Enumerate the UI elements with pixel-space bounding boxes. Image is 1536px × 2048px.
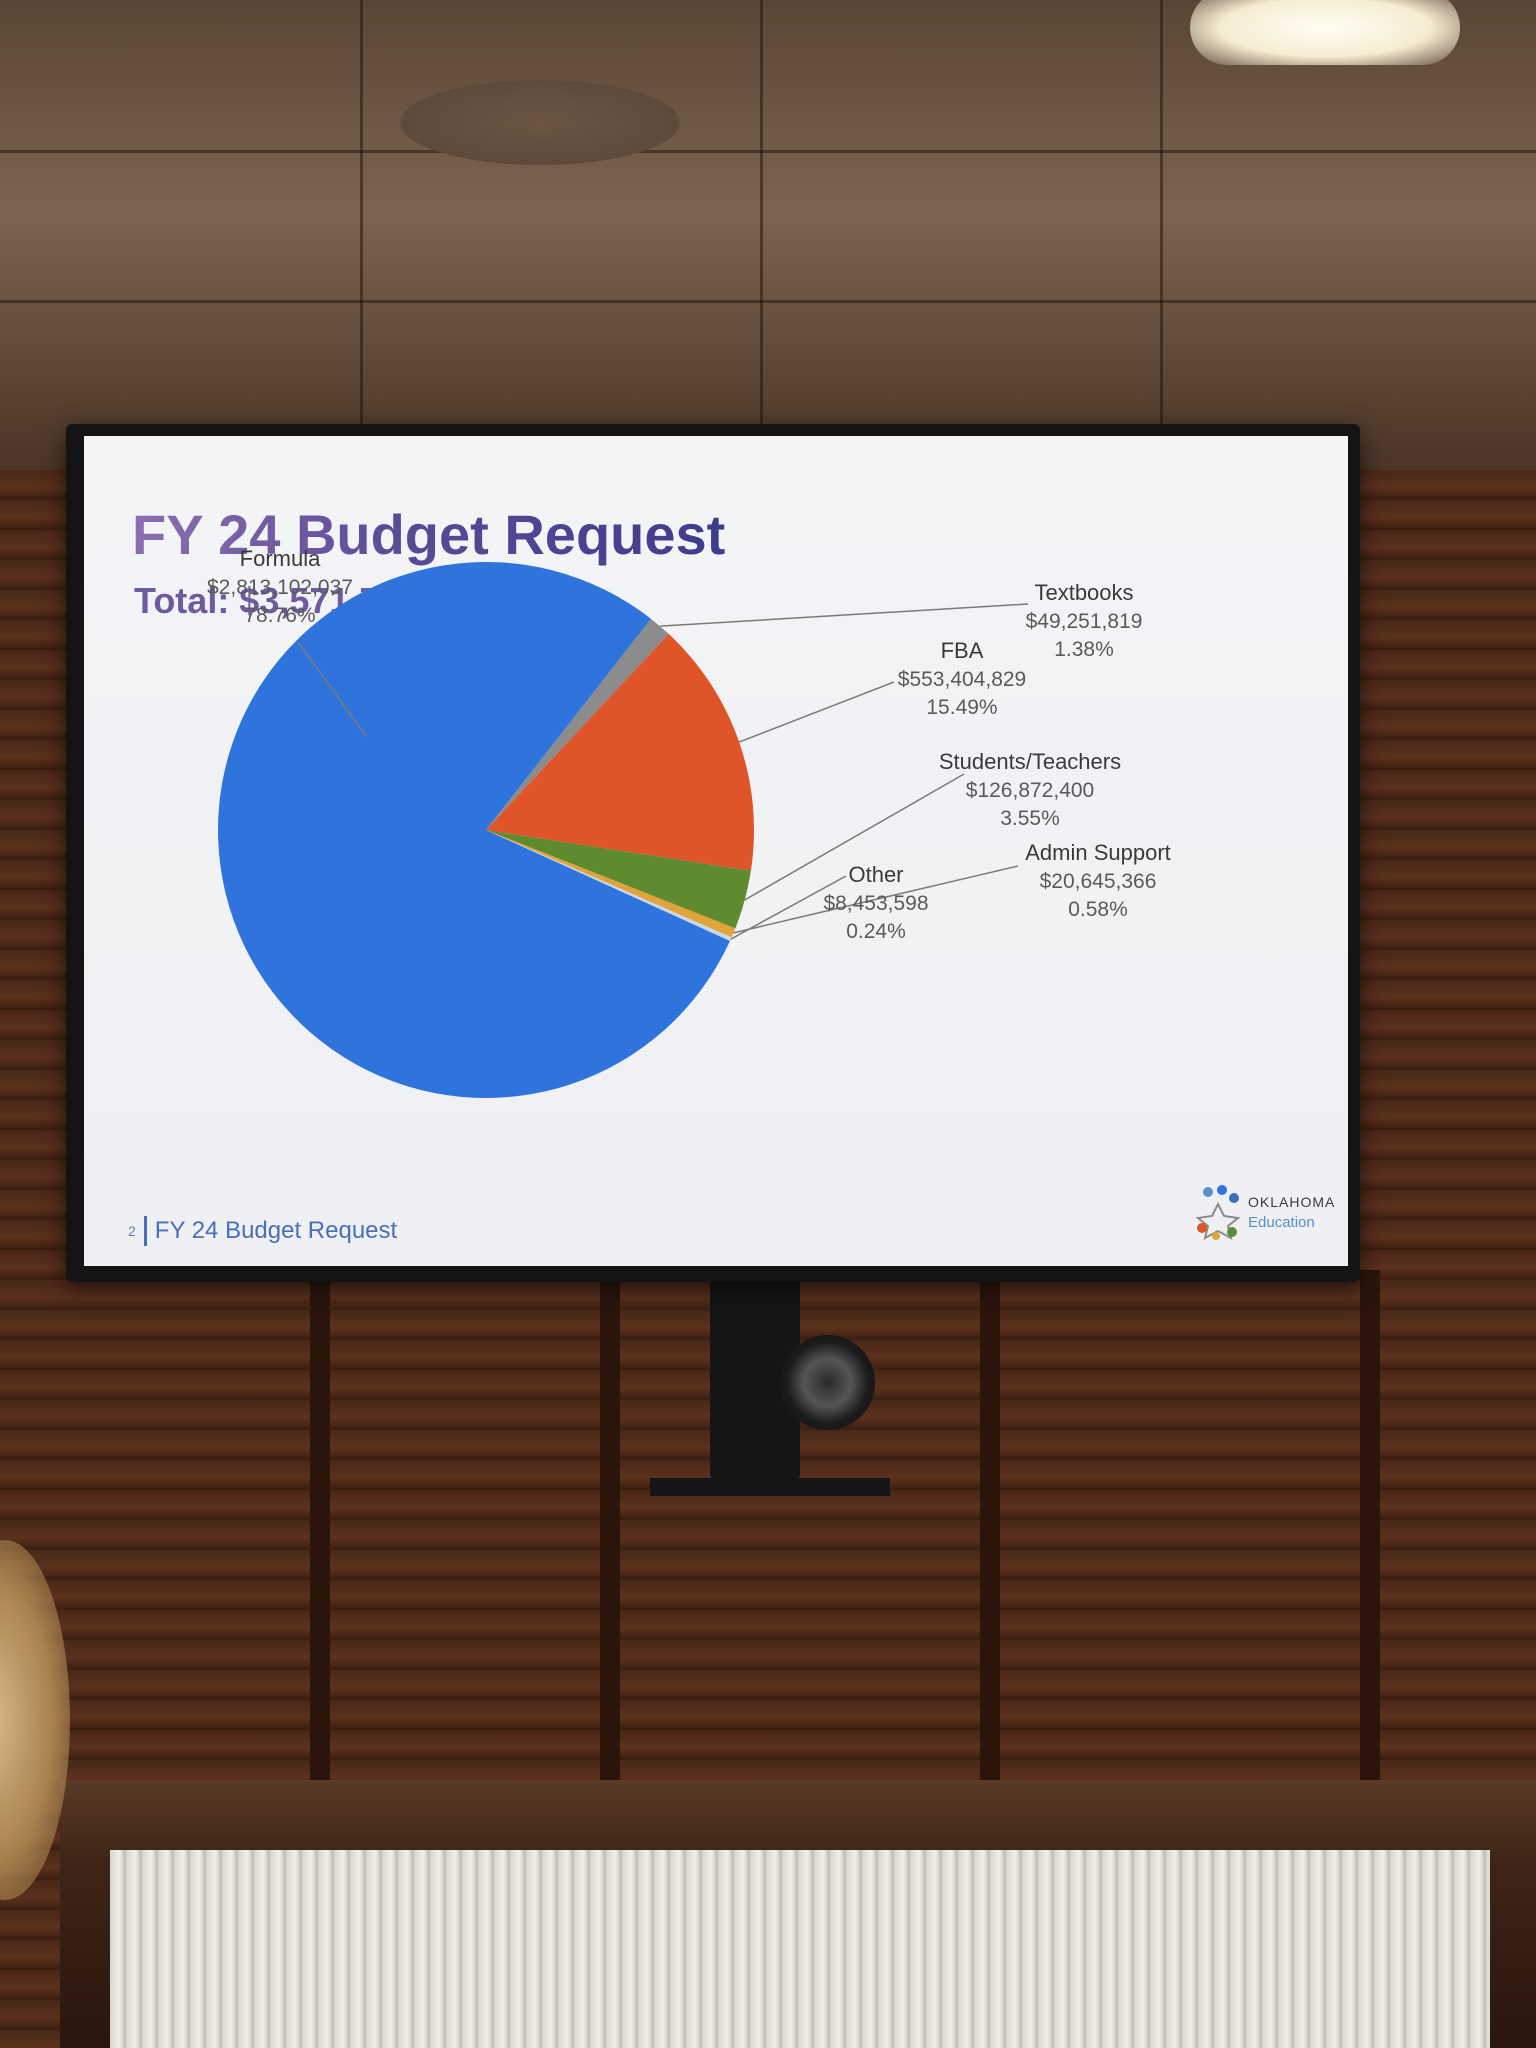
slice-label-value: $553,404,829 [898,668,1026,691]
slice-label-name: Formula [240,546,321,571]
pie-slice-textbooks [486,618,669,830]
slice-label-percent: 3.55% [1000,807,1060,830]
shutter-post [980,1270,1000,1830]
slide-page-number: 2 [128,1223,136,1239]
ceiling-tile-seam [760,0,763,470]
pie-slice-admin-support [486,830,736,938]
ceiling-tile-seam [360,0,363,470]
slice-label-value: $8,453,598 [823,892,928,915]
ceiling-speaker [400,80,680,165]
slice-label-percent: 0.58% [1068,898,1128,921]
pie-slice-fba [486,633,755,871]
pie-chart: Formula $2,813,102,037 78.76% Textbooks $49,… [207,546,1171,1098]
ceiling-light [1190,0,1460,65]
footer-title: FY 24 Budget Request [154,1217,398,1244]
slice-label-name: Other [848,862,903,887]
conference-camera [780,1335,875,1430]
pie-slice-other [486,830,732,941]
presentation-slide: FY 24 Budget Request Total: $3,571,730,0… [84,436,1348,1266]
leader-line [738,681,895,743]
leader-line [730,875,847,940]
slide-footer: 2 FY 24 Budget Request [128,1214,397,1248]
ceiling-tile-seam [0,300,1536,303]
slice-label-value: $20,645,366 [1040,870,1157,893]
leader-line [297,641,367,737]
oklahoma-education-logo: OKLAHOMA Education [1194,1184,1344,1244]
star-logo-icon [1195,1185,1241,1240]
slice-label-value: $49,251,819 [1026,610,1143,633]
slice-label-name: FBA [941,638,984,663]
ceiling-tile-seam [0,150,1536,153]
leader-line [733,865,1019,934]
slice-label-name: Students/Teachers [939,749,1121,774]
pie-slices [217,562,755,1098]
slice-label-percent: 15.49% [926,696,997,719]
leader-lines [297,603,1029,940]
slice-label-name: Textbooks [1034,580,1133,605]
leader-line [659,603,1029,627]
shutter-post [310,1270,330,1830]
pie-slice-formula [217,562,730,1098]
slice-label-percent: 1.38% [1054,638,1114,661]
footer-divider [143,1216,147,1246]
ceiling [0,0,1536,470]
slice-label-name: Admin Support [1025,840,1171,865]
slice-labels: Formula $2,813,102,037 78.76% Textbooks $49,… [207,546,1171,943]
pie-slice-students-teachers [486,830,751,929]
leader-line [744,773,965,901]
slice-label-value: $126,872,400 [966,779,1094,802]
logo-text-education: Education [1248,1214,1315,1231]
camera-shelf [650,1478,890,1496]
slice-label-value: $2,813,102,037 [207,576,353,599]
shutter-post [1360,1270,1380,1830]
slide-title: FY 24 Budget Request [132,503,726,566]
desk-skirt [110,1850,1490,2048]
slice-label-percent: 78.76% [244,604,315,627]
shutter-post [600,1270,620,1830]
ceiling-tile-seam [1160,0,1163,470]
logo-text-oklahoma: OKLAHOMA [1248,1194,1336,1210]
slice-label-percent: 0.24% [846,920,906,943]
